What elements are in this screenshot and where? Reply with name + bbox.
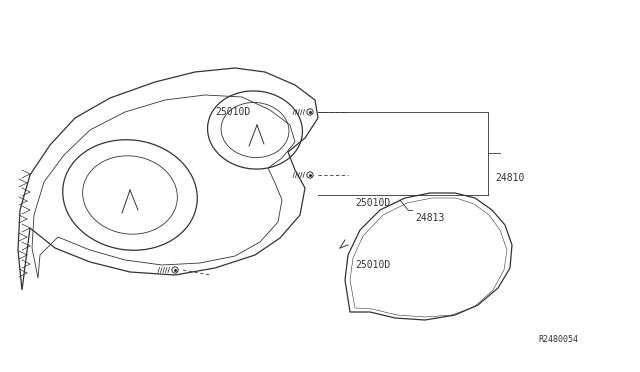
Polygon shape bbox=[18, 68, 318, 290]
Text: R2480054: R2480054 bbox=[538, 336, 578, 344]
Text: 25010D: 25010D bbox=[215, 107, 250, 117]
Text: 24813: 24813 bbox=[415, 213, 444, 223]
Text: 25010D: 25010D bbox=[355, 198, 390, 208]
Text: 25010D: 25010D bbox=[355, 260, 390, 270]
Text: 24810: 24810 bbox=[495, 173, 524, 183]
Polygon shape bbox=[345, 193, 512, 320]
